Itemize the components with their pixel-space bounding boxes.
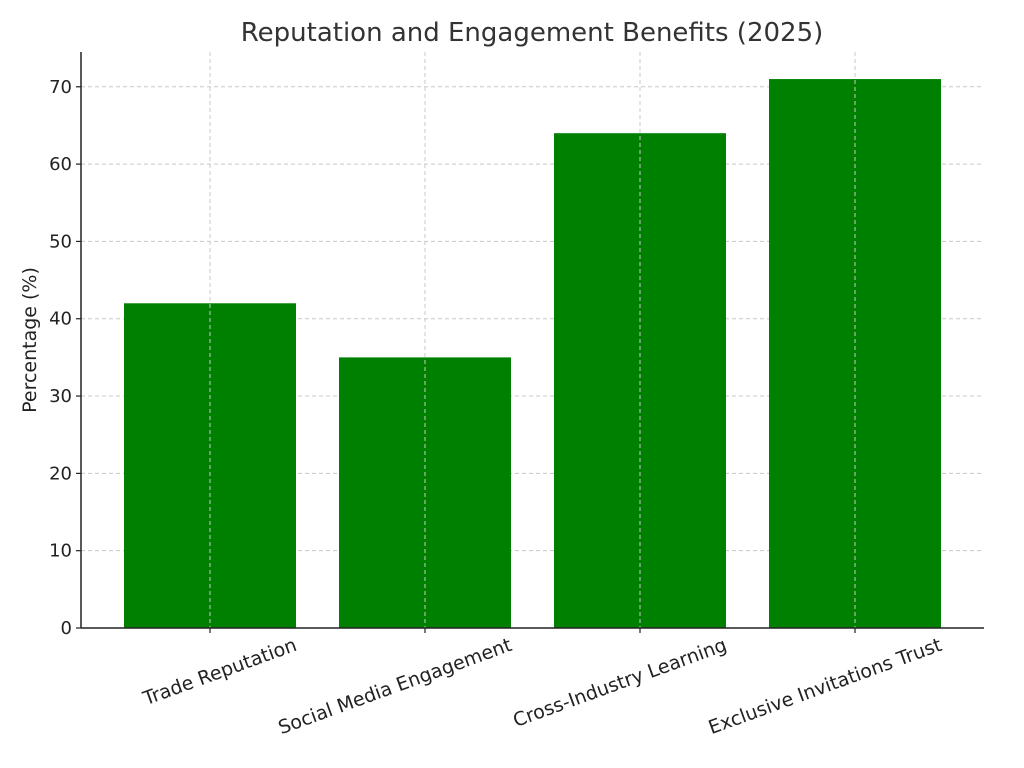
y-axis-label: Percentage (%) [19,267,41,413]
y-tick-label: 10 [49,541,72,562]
y-tick-label: 60 [49,154,72,175]
y-tick-label: 20 [49,463,72,484]
y-tick-label: 50 [49,231,72,252]
y-tick-label: 40 [49,309,72,330]
chart-title: Reputation and Engagement Benefits (2025… [241,18,824,48]
y-tick-label: 0 [61,618,72,639]
y-tick-label: 30 [49,386,72,407]
y-tick-label: 70 [49,77,72,98]
x-category-label: Exclusive Invitations Trust [706,634,945,739]
x-category-label: Social Media Engagement [275,634,514,739]
x-category-label: Trade Reputation [139,634,299,710]
bars-layer [124,52,941,628]
axes-layer [80,52,984,629]
x-category-label: Cross-Industry Learning [510,634,730,732]
